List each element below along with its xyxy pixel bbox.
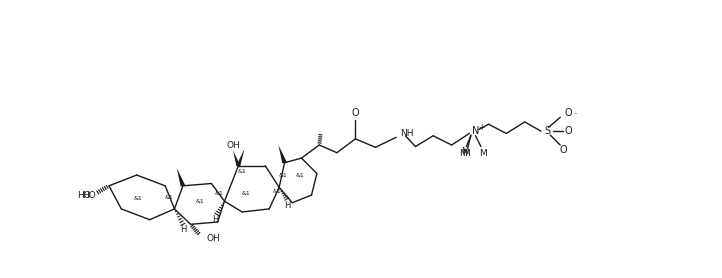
Polygon shape [233, 150, 240, 167]
Polygon shape [177, 168, 185, 187]
Polygon shape [237, 149, 245, 167]
Text: &1: &1 [134, 197, 143, 201]
Text: O: O [560, 145, 567, 155]
Text: H: H [180, 225, 187, 234]
Text: NH: NH [400, 129, 414, 138]
Text: &1: &1 [214, 191, 224, 196]
Text: H: H [284, 200, 290, 210]
Text: O: O [352, 108, 360, 118]
Text: HO: HO [82, 190, 96, 200]
Text: &1: &1 [196, 199, 204, 204]
Text: OH: OH [226, 140, 240, 150]
Text: &1: &1 [242, 191, 251, 196]
Text: O: O [564, 126, 572, 136]
Text: &1: &1 [165, 195, 173, 200]
Text: &1: &1 [279, 173, 287, 178]
Text: OH: OH [206, 234, 219, 243]
Polygon shape [279, 145, 287, 163]
Text: N: N [472, 126, 480, 136]
Text: M: M [459, 149, 467, 158]
Text: &1: &1 [238, 170, 247, 175]
Text: ⁻: ⁻ [573, 113, 577, 119]
Text: H: H [212, 215, 219, 224]
Text: &1: &1 [272, 189, 282, 194]
Text: S: S [544, 126, 550, 136]
Text: HO: HO [77, 190, 90, 200]
Text: +: + [479, 123, 485, 132]
Text: M: M [461, 147, 469, 156]
Text: &1: &1 [295, 173, 305, 178]
Text: M: M [479, 149, 487, 158]
Text: M: M [462, 149, 470, 158]
Text: O: O [565, 108, 573, 118]
